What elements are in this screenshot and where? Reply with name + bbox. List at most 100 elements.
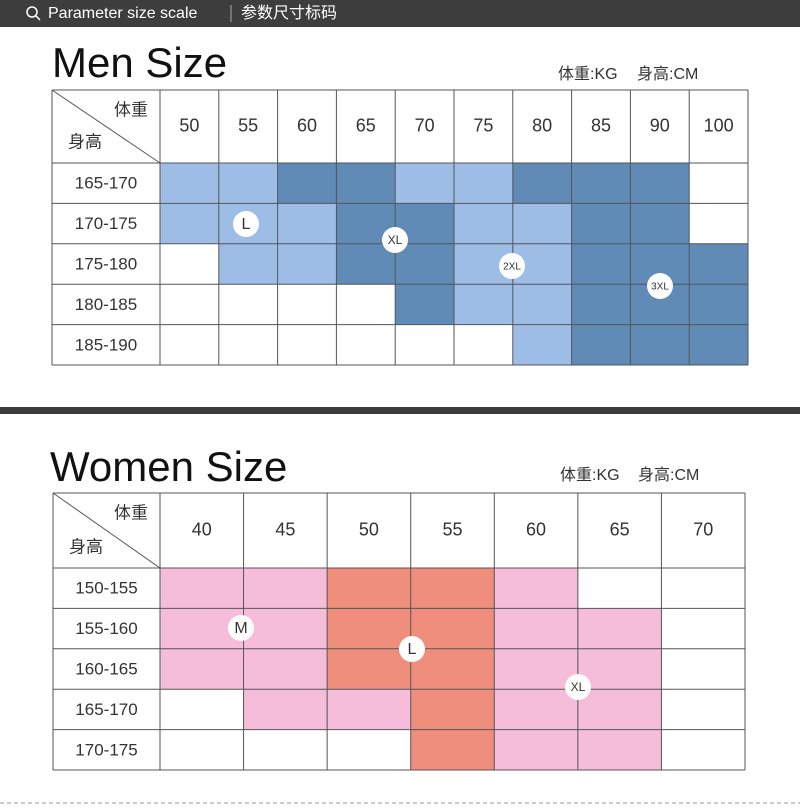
- size-badge-label: L: [408, 641, 417, 658]
- size-cell: [160, 568, 244, 609]
- size-cell: [243, 689, 328, 730]
- size-cell: [218, 163, 278, 204]
- size-cell: [571, 284, 631, 325]
- row-header: 155-160: [75, 619, 137, 638]
- size-cell: [630, 203, 690, 244]
- size-cell: [327, 648, 411, 690]
- size-cell: [571, 203, 631, 244]
- size-badge-label: 3XL: [651, 282, 669, 293]
- size-cell: [454, 163, 513, 204]
- size-badge-label: L: [242, 216, 251, 233]
- column-header: 80: [532, 115, 552, 135]
- row-header: 170-175: [75, 214, 137, 233]
- size-cell: [571, 243, 631, 285]
- size-cell: [571, 163, 631, 204]
- size-cell: [277, 163, 337, 204]
- size-badge-label: 2XL: [503, 262, 521, 273]
- size-cell: [395, 284, 454, 325]
- size-cell: [512, 324, 572, 365]
- column-header: 90: [650, 115, 670, 135]
- size-cell: [160, 163, 219, 204]
- size-cell: [327, 568, 411, 609]
- corner-top: 体重: [114, 503, 148, 522]
- size-cell: [327, 608, 411, 649]
- column-header: 65: [610, 519, 630, 539]
- size-cell: [630, 163, 690, 204]
- corner-diagonal: [51, 89, 161, 164]
- row-header: 150-155: [75, 579, 137, 598]
- size-badge: [233, 211, 259, 237]
- size-cell: [577, 608, 662, 649]
- size-badge: [228, 615, 254, 641]
- size-badge: [499, 253, 525, 279]
- size-cell: [512, 203, 572, 244]
- size-cell: [243, 608, 328, 649]
- column-header: 50: [179, 115, 199, 135]
- size-cell: [410, 689, 495, 730]
- column-header: 40: [192, 519, 212, 539]
- size-cell: [410, 648, 495, 690]
- women-title: Women Size: [50, 443, 287, 490]
- size-badge-label: M: [234, 620, 247, 637]
- size-cell: [395, 163, 454, 204]
- column-header: 60: [297, 115, 317, 135]
- column-header: 70: [415, 115, 435, 135]
- size-cell: [160, 203, 219, 244]
- size-cell: [689, 284, 748, 325]
- row-header: 165-170: [75, 700, 137, 719]
- header-subtitle: 参数尺寸标码: [241, 4, 337, 22]
- size-cell: [410, 729, 495, 770]
- size-badge: [647, 273, 673, 299]
- size-cell: [494, 689, 578, 730]
- size-cell: [494, 608, 578, 649]
- size-badge: [399, 636, 425, 662]
- column-header: 50: [359, 519, 379, 539]
- size-cell: [577, 689, 662, 730]
- size-cell: [689, 243, 748, 285]
- search-icon: [26, 6, 41, 21]
- size-cell: [336, 243, 396, 285]
- top-bar: [0, 0, 800, 27]
- column-header: 100: [704, 115, 734, 135]
- size-cell: [160, 648, 244, 690]
- column-header: 70: [693, 519, 713, 539]
- size-cell: [243, 568, 328, 609]
- column-header: 65: [356, 115, 376, 135]
- size-cell: [454, 284, 513, 325]
- unit-height: 身高:CM: [638, 466, 699, 484]
- size-cell: [327, 689, 411, 730]
- size-badge: [382, 227, 408, 253]
- size-cell: [494, 648, 578, 690]
- size-cell: [336, 163, 396, 204]
- size-cell: [571, 324, 631, 365]
- row-header: 160-165: [75, 659, 137, 678]
- column-header: 75: [473, 115, 493, 135]
- size-cell: [243, 648, 328, 690]
- unit-height: 身高:CM: [637, 65, 698, 83]
- size-cell: [512, 163, 572, 204]
- size-badge: [565, 674, 591, 700]
- corner-top: 体重: [114, 100, 148, 119]
- size-cell: [577, 648, 662, 690]
- column-header: 45: [275, 519, 295, 539]
- size-cell: [630, 324, 690, 365]
- row-header: 175-180: [75, 254, 137, 273]
- column-header: 60: [526, 519, 546, 539]
- size-badge-label: XL: [388, 233, 403, 247]
- corner-bottom: 身高: [68, 132, 102, 151]
- section-separator: [0, 407, 800, 414]
- size-cell: [410, 568, 495, 609]
- corner-diagonal: [52, 492, 161, 569]
- size-cell: [410, 608, 495, 649]
- row-header: 170-175: [75, 740, 137, 759]
- header-title: Parameter size scale: [48, 5, 197, 22]
- men-title: Men Size: [52, 39, 227, 86]
- size-cell: [277, 203, 337, 244]
- column-header: 55: [238, 115, 258, 135]
- corner-bottom: 身高: [69, 537, 103, 556]
- column-header: 85: [591, 115, 611, 135]
- size-cell: [454, 203, 513, 244]
- row-header: 185-190: [75, 335, 137, 354]
